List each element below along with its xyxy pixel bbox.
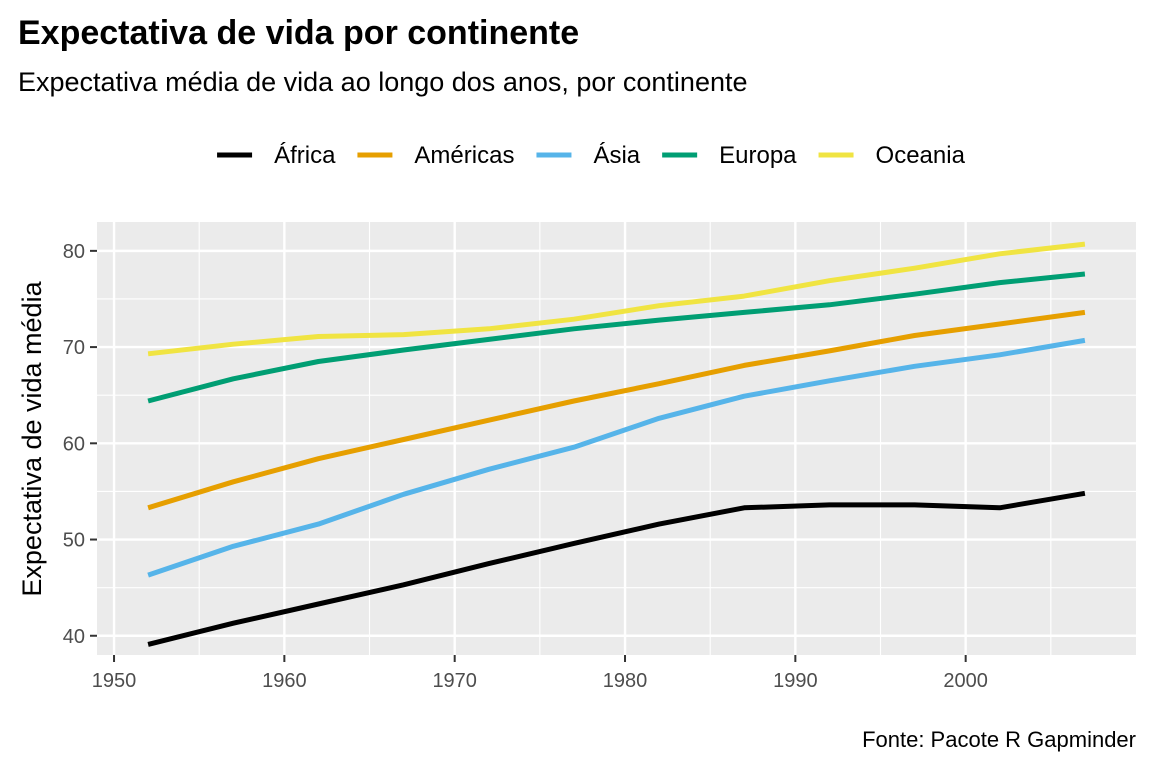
series-line-oceania	[147, 241, 1086, 357]
x-tick-label: 1970	[432, 670, 477, 692]
y-tick-label: 80	[63, 241, 85, 263]
legend-label-oceania: Oceania	[876, 142, 966, 169]
legend-label-europa: Europa	[719, 142, 797, 169]
x-axis: 1950 1960 1970 1980 1990 2000	[92, 655, 988, 692]
y-tick-label: 60	[63, 433, 85, 455]
x-tick-label: 1960	[262, 670, 307, 692]
series-lines	[147, 241, 1086, 647]
legend-label-américas: Américas	[414, 142, 514, 169]
major-gridlines	[97, 222, 1136, 655]
y-tick-label: 70	[63, 337, 85, 359]
legend-label-ásia: Ásia	[593, 142, 640, 169]
series-line-áfrica	[147, 490, 1086, 647]
chart-title: Expectativa de vida por continente	[18, 14, 579, 52]
x-tick-label: 1990	[773, 670, 818, 692]
legend: África Américas Ásia Europa Oceania	[217, 142, 966, 169]
minor-gridlines	[97, 222, 1136, 655]
chart-caption: Fonte: Pacote R Gapminder	[862, 727, 1136, 752]
legend-label-áfrica: África	[274, 142, 336, 169]
series-line-ásia	[147, 337, 1086, 578]
y-tick-label: 50	[63, 530, 85, 552]
plot-panel	[97, 222, 1136, 655]
x-tick-label: 1980	[603, 670, 648, 692]
y-axis-title: Expectativa de vida média	[17, 280, 47, 596]
series-line-américas	[147, 309, 1086, 511]
chart-subtitle: Expectativa média de vida ao longo dos a…	[18, 67, 748, 97]
series-line-europa	[147, 271, 1086, 404]
x-tick-label: 1950	[92, 670, 137, 692]
y-axis: 40 50 60 70 80	[63, 241, 97, 648]
x-tick-label: 2000	[943, 670, 988, 692]
y-tick-label: 40	[63, 626, 85, 648]
